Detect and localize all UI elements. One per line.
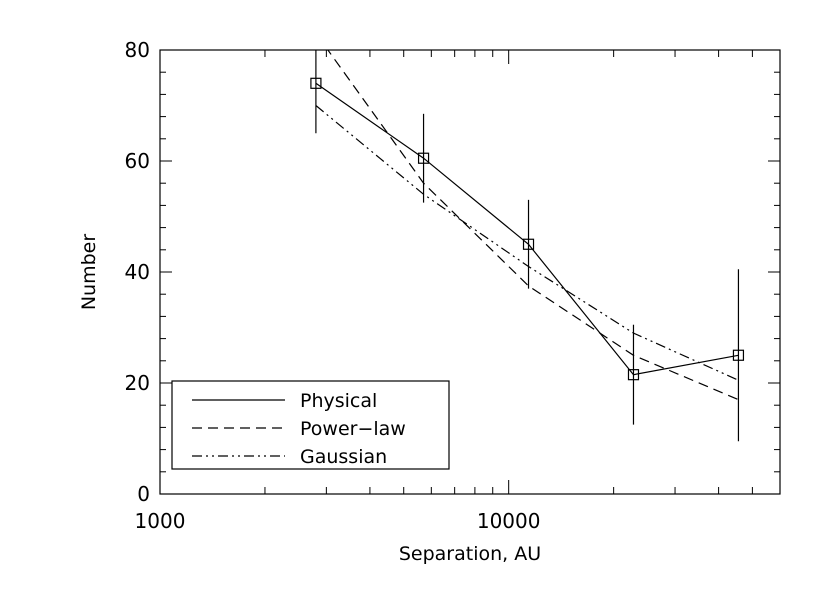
- legend: Physical Power−law Gaussian: [171, 380, 450, 470]
- ticks: [159, 49, 781, 495]
- y-tick-label: 20: [125, 371, 150, 395]
- x-axis-title: Separation, AU: [399, 543, 541, 565]
- series-line: [315, 105, 739, 381]
- legend-label: Physical: [300, 390, 377, 412]
- y-tick-label: 80: [125, 38, 150, 62]
- legend-label: Gaussian: [300, 446, 387, 468]
- tick-labels: 0 20 40 60 80 1000 10000: [125, 38, 541, 533]
- y-tick-label: 60: [125, 149, 150, 173]
- y-axis-title: Number: [78, 234, 100, 311]
- data-point: [732, 349, 745, 361]
- legend-box: [171, 380, 450, 470]
- x-tick-label: 1000: [135, 509, 186, 533]
- y-tick-label: 40: [125, 260, 150, 284]
- series-line: [315, 82, 739, 376]
- data-point: [417, 152, 430, 164]
- x-tick-label: 10000: [477, 509, 541, 533]
- series-power-law: [327, 50, 739, 401]
- series-gaussian: [315, 105, 739, 381]
- data-point: [310, 77, 322, 89]
- series-physical: [310, 50, 745, 442]
- data-point: [627, 369, 640, 381]
- data-point: [522, 238, 535, 250]
- y-tick-label: 0: [137, 482, 150, 506]
- legend-label: Power−law: [300, 418, 406, 440]
- series-line: [327, 50, 739, 401]
- series-layer: [310, 50, 745, 442]
